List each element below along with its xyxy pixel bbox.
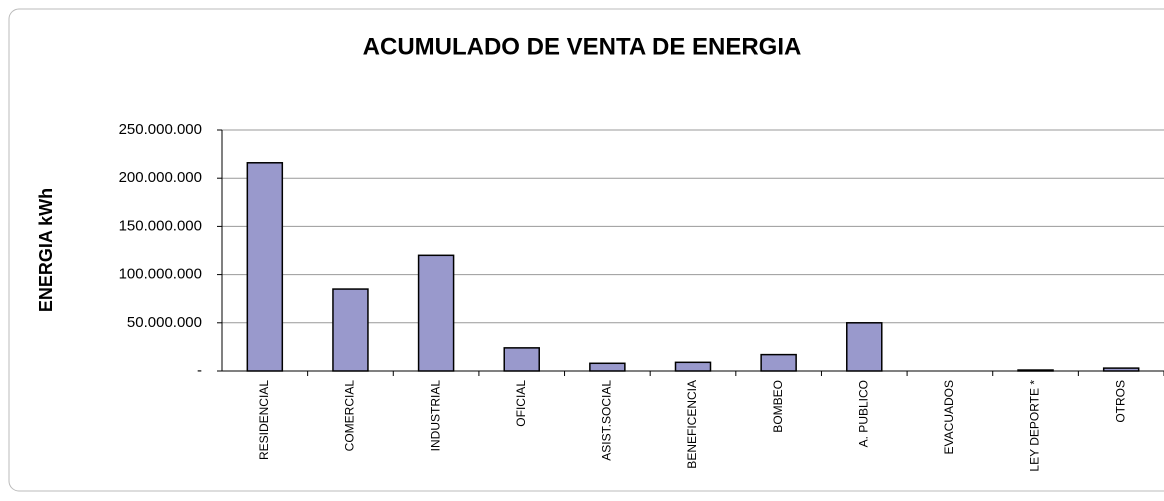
y-tick-label: 200.000.000 — [119, 169, 202, 186]
x-tick-label: ASIST.SOCIAL — [600, 380, 614, 461]
x-tick-label: INDUSTRIAL — [428, 380, 442, 452]
x-tick-label: COMERCIAL — [343, 380, 357, 452]
bar — [417, 254, 455, 372]
bar — [1017, 369, 1054, 372]
bar — [760, 353, 797, 372]
x-tick-label: OTROS — [1113, 380, 1127, 423]
x-tick-label: BENEFICENCIA — [685, 380, 699, 469]
y-tick-label: 50.000.000 — [127, 314, 202, 331]
x-tick-label: BOMBEO — [771, 380, 785, 433]
y-tick-label: 250.000.000 — [119, 121, 202, 138]
bar — [1102, 367, 1140, 372]
x-tick-label: EVACUADOS — [942, 380, 956, 454]
bar — [246, 162, 284, 372]
x-tick-label: OFICIAL — [514, 380, 528, 427]
bar — [503, 347, 540, 372]
bar — [674, 361, 712, 372]
x-tick-label: RESIDENCIAL — [257, 380, 271, 460]
y-tick-label: 100.000.000 — [119, 266, 202, 283]
y-tick-label: 150.000.000 — [119, 217, 202, 234]
bar — [846, 322, 883, 372]
bar — [332, 288, 369, 372]
bar — [589, 362, 626, 372]
x-tick-label: LEY DEPORTE * — [1028, 380, 1042, 472]
chart-title: ACUMULADO DE VENTA DE ENERGIA — [363, 33, 802, 60]
x-tick-label: A. PUBLICO — [856, 380, 870, 447]
y-tick-label: - — [197, 362, 202, 379]
y-axis-label: ENERGIA kWh — [36, 188, 56, 312]
chart-frame — [8, 8, 1164, 492]
